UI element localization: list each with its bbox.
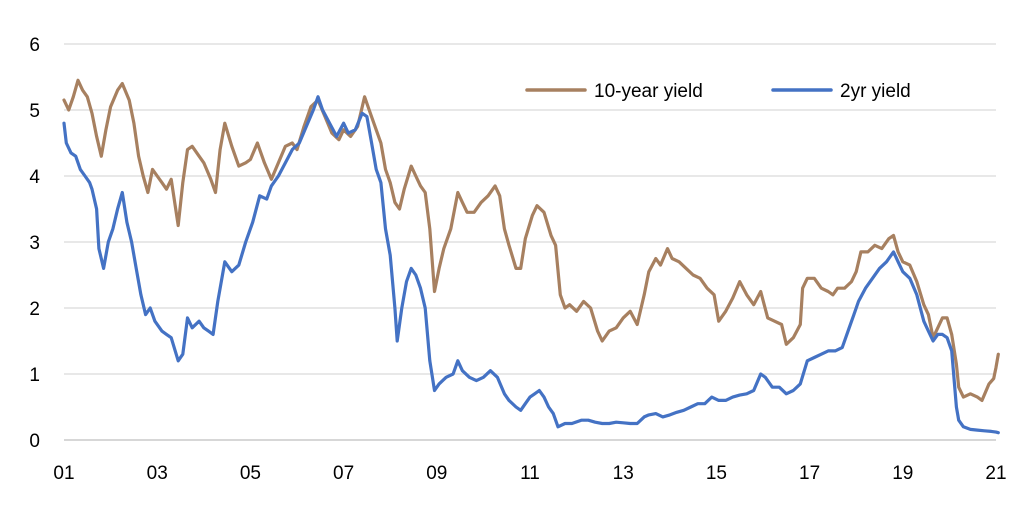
x-tick-label: 15 xyxy=(706,463,727,484)
y-tick-label: 3 xyxy=(29,233,40,254)
series-line-2yr-yield xyxy=(62,95,1000,435)
x-tick-label: 07 xyxy=(333,463,354,484)
x-tick-label: 03 xyxy=(147,463,168,484)
y-tick-label: 5 xyxy=(29,101,40,122)
x-tick-label: 19 xyxy=(892,463,913,484)
y-tick-label: 2 xyxy=(29,299,40,320)
y-tick-label: 1 xyxy=(29,365,40,386)
series-line-10-year-yield xyxy=(62,78,1000,402)
legend-label: 10-year yield xyxy=(594,81,703,102)
legend-label: 2yr yield xyxy=(840,81,911,102)
y-tick-label: 4 xyxy=(29,167,40,188)
x-tick-label: 09 xyxy=(426,463,447,484)
x-axis-tick-labels: 01 03 05 07 09 11 13 15 17 19 21 xyxy=(53,463,1006,484)
x-tick-label: 17 xyxy=(799,463,820,484)
y-tick-label: 0 xyxy=(29,431,40,452)
y-axis-tick-labels: 0 1 2 3 4 5 6 xyxy=(29,35,40,452)
x-tick-label: 01 xyxy=(53,463,74,484)
y-tick-label: 6 xyxy=(29,35,40,56)
x-tick-label: 05 xyxy=(240,463,261,484)
x-tick-label: 21 xyxy=(985,463,1006,484)
x-tick-label: 11 xyxy=(520,463,540,484)
legend: 10-year yield 2yr yield xyxy=(525,81,911,102)
grid-lines xyxy=(64,43,996,441)
x-tick-label: 13 xyxy=(613,463,634,484)
series-lines xyxy=(62,78,1000,435)
